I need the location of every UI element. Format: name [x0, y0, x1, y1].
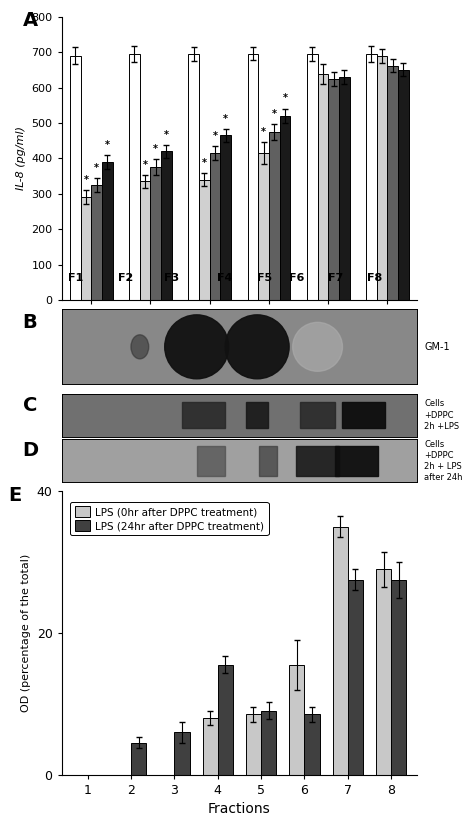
Bar [336, 446, 378, 476]
Bar [318, 74, 328, 300]
Bar [259, 446, 277, 476]
Text: *: * [83, 175, 89, 185]
Bar [197, 446, 225, 476]
Bar [377, 57, 387, 300]
Ellipse shape [131, 335, 149, 359]
Bar [300, 402, 335, 428]
Bar [328, 78, 339, 300]
Bar [307, 54, 318, 300]
Ellipse shape [292, 322, 342, 372]
Text: *: * [105, 139, 110, 149]
Text: F5: F5 [257, 273, 272, 283]
Bar [280, 116, 290, 300]
Bar [339, 77, 349, 300]
Bar [199, 180, 210, 300]
Text: C: C [23, 396, 37, 415]
Text: *: * [164, 130, 169, 140]
Text: E: E [9, 486, 21, 505]
Bar [70, 56, 81, 300]
X-axis label: Fractions: Fractions [208, 802, 271, 816]
Text: *: * [223, 113, 228, 123]
Bar [387, 66, 398, 300]
Bar [140, 182, 151, 300]
Bar [161, 152, 172, 300]
Text: F6: F6 [289, 273, 304, 283]
Bar [210, 153, 220, 300]
Bar [129, 54, 140, 300]
Bar [182, 402, 225, 428]
Text: F7: F7 [328, 273, 343, 283]
Bar [246, 715, 261, 775]
Bar [391, 580, 406, 775]
Y-axis label: OD (percentage of the total): OD (percentage of the total) [21, 554, 31, 712]
Bar [366, 54, 377, 300]
Text: Cells
+DPPC
2h + LPS
after 24h: Cells +DPPC 2h + LPS after 24h [424, 440, 463, 481]
Text: *: * [261, 127, 266, 137]
Text: F1: F1 [68, 273, 83, 283]
Y-axis label: IL-8 (pg/ml): IL-8 (pg/ml) [16, 127, 26, 191]
Bar [342, 402, 385, 428]
X-axis label: Incubation time before LPS stimulation: Incubation time before LPS stimulation [138, 325, 341, 335]
Text: *: * [143, 160, 148, 170]
Text: GM-1: GM-1 [424, 342, 450, 352]
Bar [296, 446, 339, 476]
Bar [102, 162, 113, 300]
Bar [218, 665, 233, 775]
Text: *: * [94, 162, 99, 172]
Bar [258, 153, 269, 300]
Bar [398, 70, 409, 300]
Bar [289, 665, 304, 775]
Ellipse shape [165, 315, 228, 379]
Bar [81, 197, 91, 300]
Text: *: * [272, 108, 277, 118]
Text: Cells
+DPPC
2h +LPS: Cells +DPPC 2h +LPS [424, 400, 459, 431]
Bar [246, 402, 268, 428]
Text: *: * [212, 131, 218, 141]
Text: F4: F4 [218, 273, 233, 283]
Bar [304, 715, 319, 775]
Text: F3: F3 [164, 273, 179, 283]
Text: A: A [23, 11, 37, 30]
Bar [174, 732, 190, 775]
Legend: No Surfactant, Survanta, Curosurf, DPPC: No Surfactant, Survanta, Curosurf, DPPC [107, 397, 372, 414]
Bar [91, 185, 102, 300]
Bar [151, 167, 161, 300]
Bar [376, 569, 391, 775]
Bar [247, 54, 258, 300]
Bar [202, 718, 218, 775]
Bar [189, 54, 199, 300]
Bar [348, 580, 363, 775]
Text: *: * [283, 93, 288, 103]
Bar [261, 711, 276, 775]
Text: *: * [202, 158, 207, 168]
Text: F8: F8 [367, 273, 382, 283]
Text: *: * [153, 144, 158, 154]
Bar [220, 135, 231, 300]
Legend: LPS (0hr after DPPC treatment), LPS (24hr after DPPC treatment): LPS (0hr after DPPC treatment), LPS (24h… [70, 502, 269, 536]
Text: D: D [23, 441, 39, 461]
Text: F2: F2 [118, 273, 133, 283]
Ellipse shape [225, 315, 289, 379]
Bar [333, 526, 348, 775]
Bar [269, 132, 280, 300]
Bar [131, 743, 146, 775]
Text: B: B [23, 313, 37, 332]
